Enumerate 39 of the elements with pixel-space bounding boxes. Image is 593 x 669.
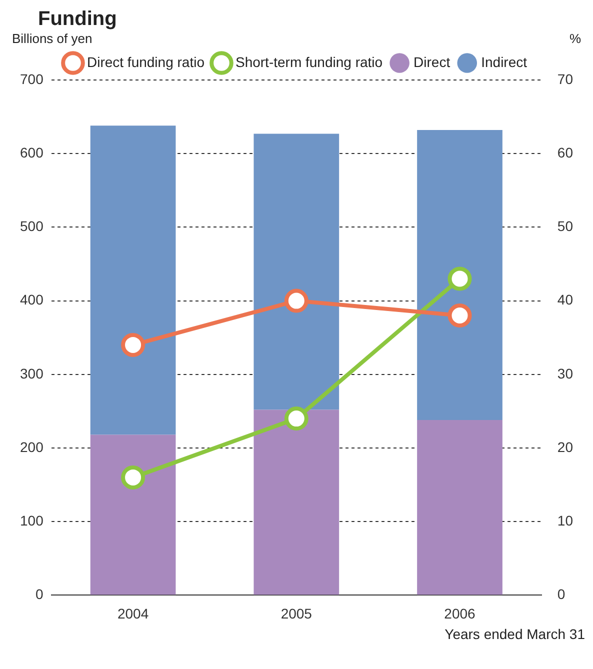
legend-label: Direct [414,54,450,70]
y2-tick-label: 40 [557,292,574,308]
x-tick-label: 2004 [117,605,149,622]
point [121,332,146,357]
point [121,465,146,490]
y-tick-label: 300 [20,365,44,382]
x-tick-label: 2005 [280,605,312,622]
y2-tick-label: 70 [557,70,574,87]
y2-tick-label: 20 [557,438,574,455]
legend-label: Short-term funding ratio [235,54,383,70]
y2-tick-label: 10 [557,512,574,528]
point [284,288,308,313]
y2-tick-label: 50 [557,218,574,234]
bar [254,410,340,595]
bar [90,126,176,435]
y2-axis-title: % [569,31,581,46]
y2-tick-label: 30 [557,365,574,382]
y-tick-label: 0 [36,586,44,602]
bar [417,130,502,420]
y-axis-title: Billions of yen [12,31,92,46]
x-tick-label: 2006 [444,605,476,622]
y2-tick-label: 0 [557,586,566,602]
legend-label: Direct funding ratio [86,54,205,70]
y-tick-label: 200 [20,438,44,455]
bar [417,420,502,595]
y-tick-label: 600 [20,144,44,160]
chart-title: Funding [38,8,118,31]
legend-label: Indirect [481,54,528,70]
y-tick-label: 400 [20,292,44,308]
bar [254,134,340,410]
y-tick-label: 100 [20,512,44,528]
y-tick-label: 700 [20,70,44,87]
y-tick-label: 500 [20,218,44,234]
bar [90,434,176,595]
point [284,406,308,431]
y2-tick-label: 60 [557,144,574,160]
x-axis-title: Years ended March 31 [444,626,585,642]
point [448,304,472,328]
point [448,266,472,291]
